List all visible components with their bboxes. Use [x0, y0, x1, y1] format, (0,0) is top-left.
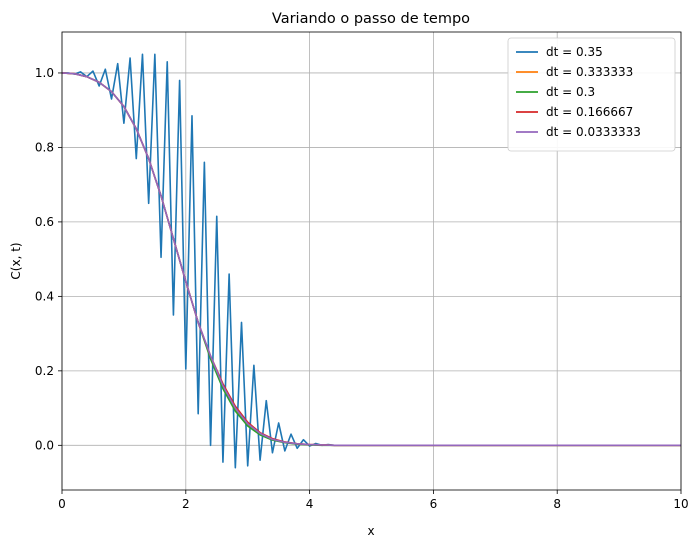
legend-box — [507, 37, 676, 152]
x-tick-label: 8 — [553, 497, 561, 511]
y-axis: 0.0 0.2 0.4 0.6 0.8 1.0 — [35, 66, 62, 452]
legend-label: dt = 0.3 — [546, 85, 595, 99]
y-tick-label: 0.0 — [35, 438, 54, 452]
x-axis-label: x — [367, 524, 374, 538]
legend: dt = 0.35 dt = 0.333333 dt = 0.3 dt = 0.166… — [507, 37, 676, 152]
y-tick-label: 1.0 — [35, 66, 54, 80]
x-tick-label: 0 — [58, 497, 66, 511]
legend-label: dt = 0.166667 — [546, 105, 633, 119]
y-tick-label: 0.8 — [35, 140, 54, 154]
series-line-5 — [61, 72, 681, 447]
plot-frame — [61, 31, 682, 491]
x-axis: 0 2 4 6 8 10 — [58, 490, 689, 511]
x-tick-label: 6 — [430, 497, 438, 511]
y-tick-label: 0.2 — [35, 364, 54, 378]
legend-label: dt = 0.333333 — [546, 65, 633, 79]
legend-label: dt = 0.0333333 — [546, 125, 641, 139]
x-tick-label: 4 — [306, 497, 314, 511]
x-tick-label: 10 — [673, 497, 688, 511]
y-tick-label: 0.4 — [35, 289, 54, 303]
x-tick-label: 2 — [182, 497, 190, 511]
y-tick-label: 0.6 — [35, 215, 54, 229]
series-layer — [61, 53, 681, 469]
chart-title: Variando o passo de tempo — [272, 11, 470, 27]
legend-label: dt = 0.35 — [546, 45, 603, 59]
y-axis-label: C(x, t) — [9, 242, 23, 279]
